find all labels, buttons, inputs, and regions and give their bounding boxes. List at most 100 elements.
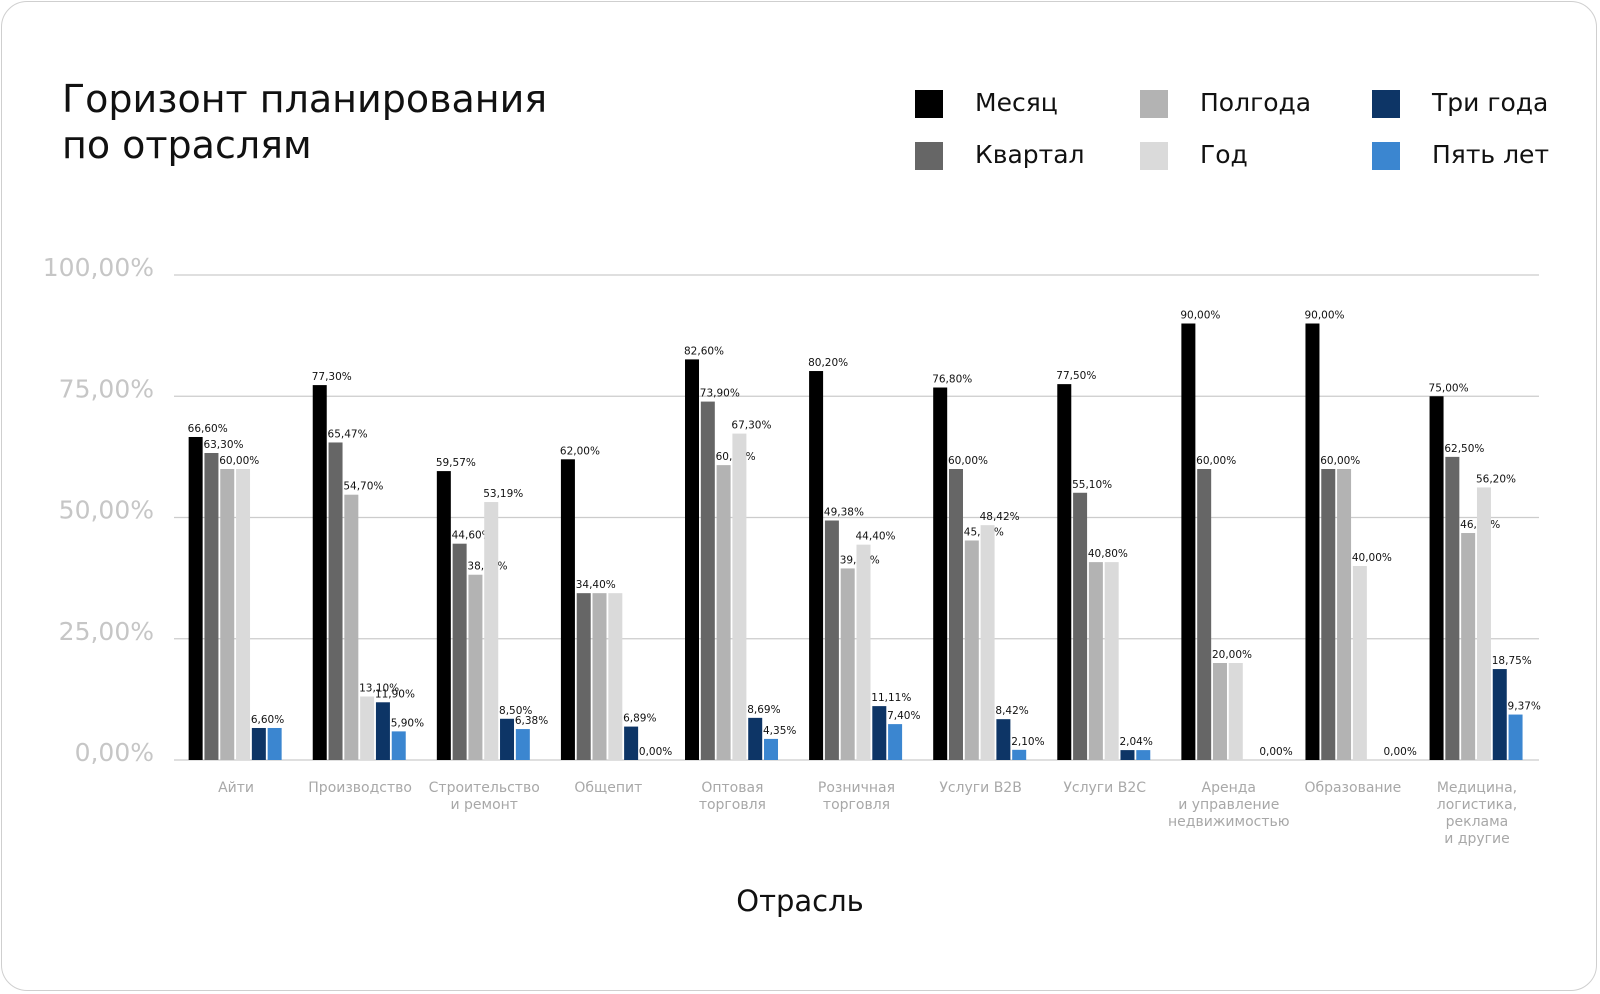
bar [251, 727, 266, 760]
value-label: 54,70% [343, 481, 383, 493]
bar [933, 387, 948, 760]
value-label: 66,60% [188, 423, 228, 435]
value-label: 20,00% [1212, 649, 1252, 661]
value-label: 6,89% [623, 713, 656, 725]
value-label: 2,04% [1119, 736, 1152, 748]
x-axis-label: Отрасль [736, 884, 864, 918]
value-label: 18,75% [1492, 655, 1532, 667]
bar [685, 359, 700, 760]
value-label: 6,38% [515, 715, 548, 727]
value-label: 44,40% [856, 531, 896, 543]
x-tick-label: Производство [308, 780, 412, 796]
value-label: 5,90% [391, 717, 424, 729]
x-tick-label: Розничная торговля [817, 780, 896, 813]
value-label: 62,00% [560, 445, 600, 457]
bar [608, 593, 623, 760]
x-tick-label: Медицина, логистика, реклама и другие [1436, 780, 1518, 847]
value-label: 48,42% [980, 511, 1020, 523]
bar [452, 543, 467, 760]
value-label: 90,00% [1180, 310, 1220, 322]
bar [1476, 487, 1491, 760]
bar [824, 520, 839, 760]
y-tick-label: 100,00% [43, 253, 154, 282]
bar [624, 726, 639, 760]
value-label: 8,50% [499, 705, 532, 717]
value-label: 65,47% [328, 428, 368, 440]
value-label: 73,90% [700, 388, 740, 400]
y-tick-label: 75,00% [59, 374, 154, 403]
value-label: 62,50% [1444, 443, 1484, 455]
bar [964, 540, 979, 760]
legend-label: Месяц [975, 88, 1058, 117]
value-label: 0,00% [639, 746, 672, 758]
value-label: 53,19% [483, 488, 523, 500]
value-label: 0,00% [1383, 746, 1416, 758]
x-tick-label: Строительство и ремонт [428, 780, 540, 813]
bar [576, 593, 591, 760]
x-tick-label: Общепит [574, 780, 643, 796]
bar [560, 459, 575, 760]
bar [328, 442, 343, 760]
value-label: 60,00% [219, 455, 259, 467]
bar [204, 452, 219, 760]
bar [1228, 663, 1243, 760]
value-label: 4,35% [763, 725, 796, 737]
y-tick-label: 25,00% [59, 617, 154, 646]
value-label: 59,57% [436, 457, 476, 469]
bar [312, 385, 327, 760]
bar [1508, 714, 1523, 760]
bar [592, 593, 607, 760]
bar [1212, 663, 1227, 760]
value-label: 90,00% [1304, 310, 1344, 322]
bar [344, 494, 359, 760]
value-label: 11,90% [375, 688, 415, 700]
bar [996, 719, 1011, 760]
legend-swatch [1140, 142, 1168, 170]
legend-swatch [915, 90, 943, 118]
legend-swatch [1140, 90, 1168, 118]
bar [1429, 396, 1444, 760]
value-label: 9,37% [1508, 701, 1541, 713]
value-label: 0,00% [1259, 746, 1292, 758]
value-label: 55,10% [1072, 479, 1112, 491]
value-label: 60,00% [1320, 455, 1360, 467]
bar [1321, 469, 1336, 760]
value-label: 76,80% [932, 374, 972, 386]
y-tick-label: 0,00% [75, 738, 154, 767]
x-tick-label: Услуги B2C [1063, 780, 1146, 796]
bar [1073, 492, 1088, 760]
value-label: 49,38% [824, 507, 864, 519]
bar [1461, 533, 1476, 760]
chart-title: Горизонт планирования по отраслям [62, 77, 548, 167]
x-tick-label: Аренда и управление недвижимостью [1168, 780, 1290, 830]
value-label: 56,20% [1476, 473, 1516, 485]
value-label: 8,69% [747, 704, 780, 716]
bar [809, 371, 824, 760]
bar [1492, 669, 1507, 760]
y-tick-label: 50,00% [59, 496, 154, 525]
bar [888, 724, 903, 760]
bar [500, 718, 515, 760]
bar [1088, 562, 1103, 760]
value-label: 13,10% [359, 682, 399, 694]
legend-label: Полгода [1200, 88, 1312, 117]
value-label: 40,00% [1352, 552, 1392, 564]
value-label: 75,00% [1429, 382, 1469, 394]
bar [436, 471, 451, 760]
legend-swatch [1372, 142, 1400, 170]
bar [1197, 469, 1212, 760]
value-label: 44,60% [452, 530, 492, 542]
bar [840, 568, 855, 760]
bar [732, 433, 747, 760]
bar [856, 544, 871, 760]
legend-label: Пять лет [1432, 140, 1550, 169]
bar [1181, 323, 1196, 760]
value-label: 8,42% [995, 705, 1028, 717]
value-label: 80,20% [808, 357, 848, 369]
value-label: 6,60% [251, 714, 284, 726]
value-label: 7,40% [887, 710, 920, 722]
bar [1337, 469, 1352, 760]
bar [1305, 323, 1320, 760]
